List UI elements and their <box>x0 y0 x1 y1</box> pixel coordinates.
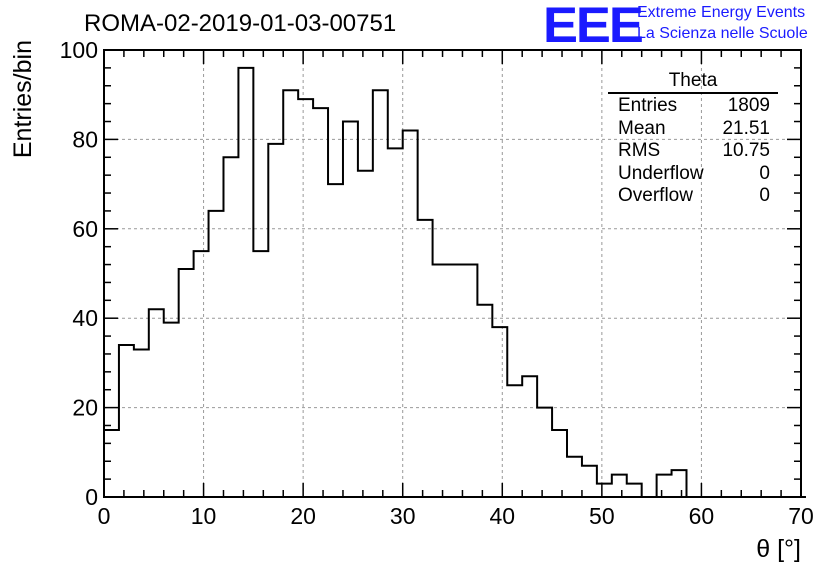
histogram-bin <box>627 484 642 497</box>
histogram-bin <box>328 184 343 497</box>
stats-box: Theta Entries 1809 Mean 21.51 RMS 10.75 … <box>608 70 778 208</box>
x-tick-label: 20 <box>290 503 316 529</box>
y-tick-label: 80 <box>72 126 98 152</box>
y-tick-label: 100 <box>60 37 98 63</box>
histogram-bin <box>492 327 507 497</box>
histogram-bin <box>657 475 672 497</box>
histogram-bin <box>672 470 687 497</box>
x-tick-label: 30 <box>390 503 416 529</box>
stats-box-name: Theta <box>608 70 778 94</box>
histogram-bin <box>298 99 313 497</box>
histogram-bin <box>388 148 403 497</box>
x-tick-label: 40 <box>489 503 515 529</box>
histogram-bin <box>462 265 477 497</box>
histogram-bin <box>597 484 612 497</box>
histogram-bin <box>209 211 224 497</box>
stats-value: 21.51 <box>722 117 770 139</box>
histogram-bin <box>507 385 522 497</box>
histogram-bin <box>313 108 328 497</box>
histogram-bin <box>283 90 298 497</box>
stats-label: Entries <box>618 95 678 116</box>
histogram-bin <box>373 90 388 497</box>
stats-value: 0 <box>759 185 770 207</box>
histogram-bin <box>134 349 149 497</box>
histogram-bin <box>104 430 119 497</box>
stats-value: 10.75 <box>722 140 770 162</box>
histogram-bin <box>403 130 418 497</box>
stats-row-entries: Entries 1809 <box>608 95 778 118</box>
y-tick-label: 0 <box>85 484 98 510</box>
histogram-bin <box>268 144 283 497</box>
histogram-bin <box>179 269 194 497</box>
histogram-bin <box>433 265 448 497</box>
brand-line-1: Extreme Energy Events <box>637 4 806 21</box>
stats-label: Underflow <box>618 162 704 184</box>
stats-value: 1809 <box>727 95 770 116</box>
x-tick-label: 60 <box>689 503 715 529</box>
plot-frame <box>103 49 802 498</box>
stats-label: Mean <box>618 117 666 139</box>
histogram-bin <box>253 251 268 497</box>
histogram-bin <box>537 408 552 497</box>
histogram-bin <box>164 323 179 497</box>
eee-logo: EEE <box>543 0 644 53</box>
histogram-bin <box>418 220 433 497</box>
stats-row-rms: RMS 10.75 <box>608 140 778 163</box>
histogram-bin <box>223 157 238 497</box>
brand-line-2: La Scienza nelle Scuole <box>637 25 808 42</box>
histogram-bin <box>567 457 582 497</box>
chart-title: ROMA-02-2019-01-03-00751 <box>84 10 397 37</box>
stats-row-underflow: Underflow 0 <box>608 163 778 186</box>
stats-row-mean: Mean 21.51 <box>608 118 778 141</box>
y-tick-label: 60 <box>72 216 98 242</box>
histogram-bin <box>149 309 164 497</box>
histogram-bin <box>119 345 134 497</box>
stats-label: Overflow <box>618 185 693 207</box>
stats-label: RMS <box>618 140 661 162</box>
histogram-bin <box>582 466 597 497</box>
x-tick-label: 10 <box>191 503 217 529</box>
stats-value: 0 <box>759 162 770 184</box>
histogram-bin <box>612 475 627 497</box>
histogram-bin <box>448 265 463 497</box>
stats-row-overflow: Overflow 0 <box>608 185 778 208</box>
histogram-bin <box>552 430 567 497</box>
y-axis-label: Entries/bin <box>9 40 37 158</box>
histogram-bin <box>194 251 209 497</box>
histogram-bin <box>238 68 253 497</box>
x-tick-label: 70 <box>788 503 814 529</box>
x-axis-label: θ [°] <box>756 535 801 563</box>
histogram-bin <box>343 122 358 497</box>
y-tick-label: 40 <box>72 305 98 331</box>
histogram-bin <box>477 305 492 497</box>
y-tick-label: 20 <box>72 395 98 421</box>
histogram-bin <box>522 376 537 497</box>
x-tick-label: 0 <box>98 503 111 529</box>
histogram-bin <box>358 171 373 497</box>
x-tick-label: 50 <box>589 503 615 529</box>
